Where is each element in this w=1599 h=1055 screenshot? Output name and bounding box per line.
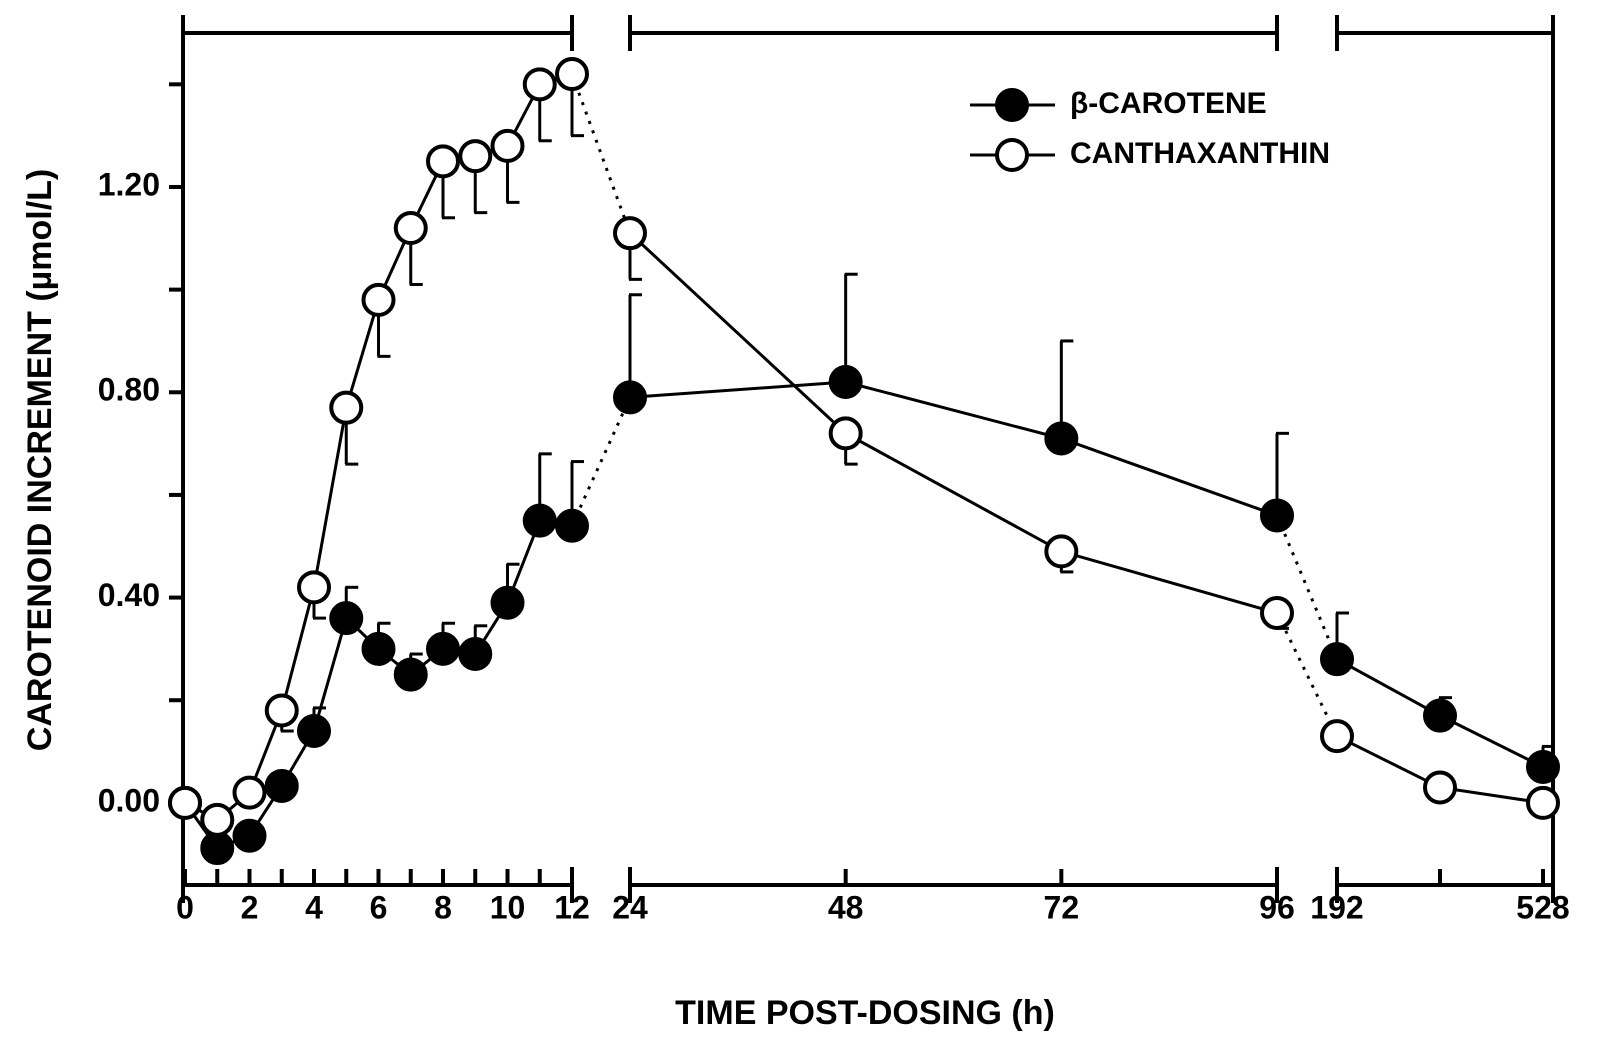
x-tick-label: 2 bbox=[241, 889, 259, 925]
x-tick-label: 528 bbox=[1516, 889, 1569, 925]
data-point bbox=[1320, 719, 1354, 754]
data-point bbox=[264, 768, 299, 803]
x-tick-label: 4 bbox=[305, 889, 323, 925]
x-tick-label: 48 bbox=[828, 889, 864, 925]
data-point bbox=[828, 416, 863, 451]
break-connector bbox=[1275, 612, 1339, 737]
x-tick-label: 12 bbox=[554, 889, 590, 925]
x-tick-label: 8 bbox=[434, 889, 452, 925]
legend-label: β-CAROTENE bbox=[1070, 87, 1267, 120]
data-point bbox=[828, 365, 863, 400]
data-point bbox=[1526, 749, 1560, 784]
data-point bbox=[426, 144, 460, 179]
data-point bbox=[200, 831, 235, 866]
data-point bbox=[393, 657, 428, 692]
data-point bbox=[613, 216, 647, 251]
y-tick-label: 0.40 bbox=[98, 577, 160, 613]
data-point bbox=[490, 585, 525, 620]
data-point bbox=[329, 601, 364, 636]
data-point bbox=[264, 693, 299, 728]
series-line bbox=[184, 72, 573, 822]
data-point bbox=[232, 818, 267, 853]
x-tick-label: 10 bbox=[490, 889, 526, 925]
legend-marker bbox=[995, 88, 1029, 122]
data-point bbox=[613, 380, 647, 415]
data-point bbox=[168, 785, 202, 820]
data-point bbox=[490, 128, 525, 163]
data-point bbox=[1260, 595, 1294, 630]
data-point bbox=[458, 637, 493, 672]
break-connector bbox=[1275, 514, 1339, 660]
data-point bbox=[1423, 698, 1457, 733]
data-point bbox=[1044, 421, 1079, 456]
y-axis-label: CAROTENOID INCREMENT (µmol/L) bbox=[21, 169, 59, 751]
data-point bbox=[297, 570, 331, 605]
x-tick-label: 192 bbox=[1310, 889, 1363, 925]
data-point bbox=[555, 508, 589, 543]
series-line bbox=[629, 380, 1278, 517]
legend-marker bbox=[995, 138, 1029, 172]
x-axis-label: TIME POST-DOSING (h) bbox=[675, 994, 1055, 1032]
break-connector bbox=[570, 73, 632, 234]
series-line bbox=[628, 232, 1278, 615]
data-point bbox=[1320, 642, 1354, 677]
data-point bbox=[361, 282, 396, 317]
data-point bbox=[522, 503, 557, 538]
break-connector bbox=[570, 396, 632, 527]
data-point bbox=[1423, 770, 1457, 805]
x-tick-label: 0 bbox=[176, 889, 194, 925]
data-point bbox=[329, 390, 364, 425]
data-point bbox=[361, 631, 396, 666]
x-tick-label: 96 bbox=[1259, 889, 1295, 925]
data-point bbox=[200, 802, 235, 837]
data-point bbox=[232, 775, 267, 810]
y-tick-label: 0.80 bbox=[98, 372, 160, 408]
data-point bbox=[1044, 534, 1079, 569]
data-point bbox=[426, 631, 460, 666]
data-point bbox=[458, 139, 493, 174]
data-point bbox=[555, 57, 589, 92]
x-tick-label: 72 bbox=[1044, 889, 1080, 925]
data-point bbox=[1526, 785, 1560, 820]
data-point bbox=[522, 67, 557, 102]
y-tick-label: 0.00 bbox=[98, 782, 160, 818]
y-tick-label: 1.20 bbox=[98, 166, 160, 202]
data-point bbox=[393, 211, 428, 246]
legend-label: CANTHAXANTHIN bbox=[1070, 137, 1330, 170]
x-tick-label: 6 bbox=[370, 889, 388, 925]
x-tick-label: 24 bbox=[612, 889, 648, 925]
data-point bbox=[1260, 498, 1294, 533]
data-point bbox=[297, 714, 331, 749]
